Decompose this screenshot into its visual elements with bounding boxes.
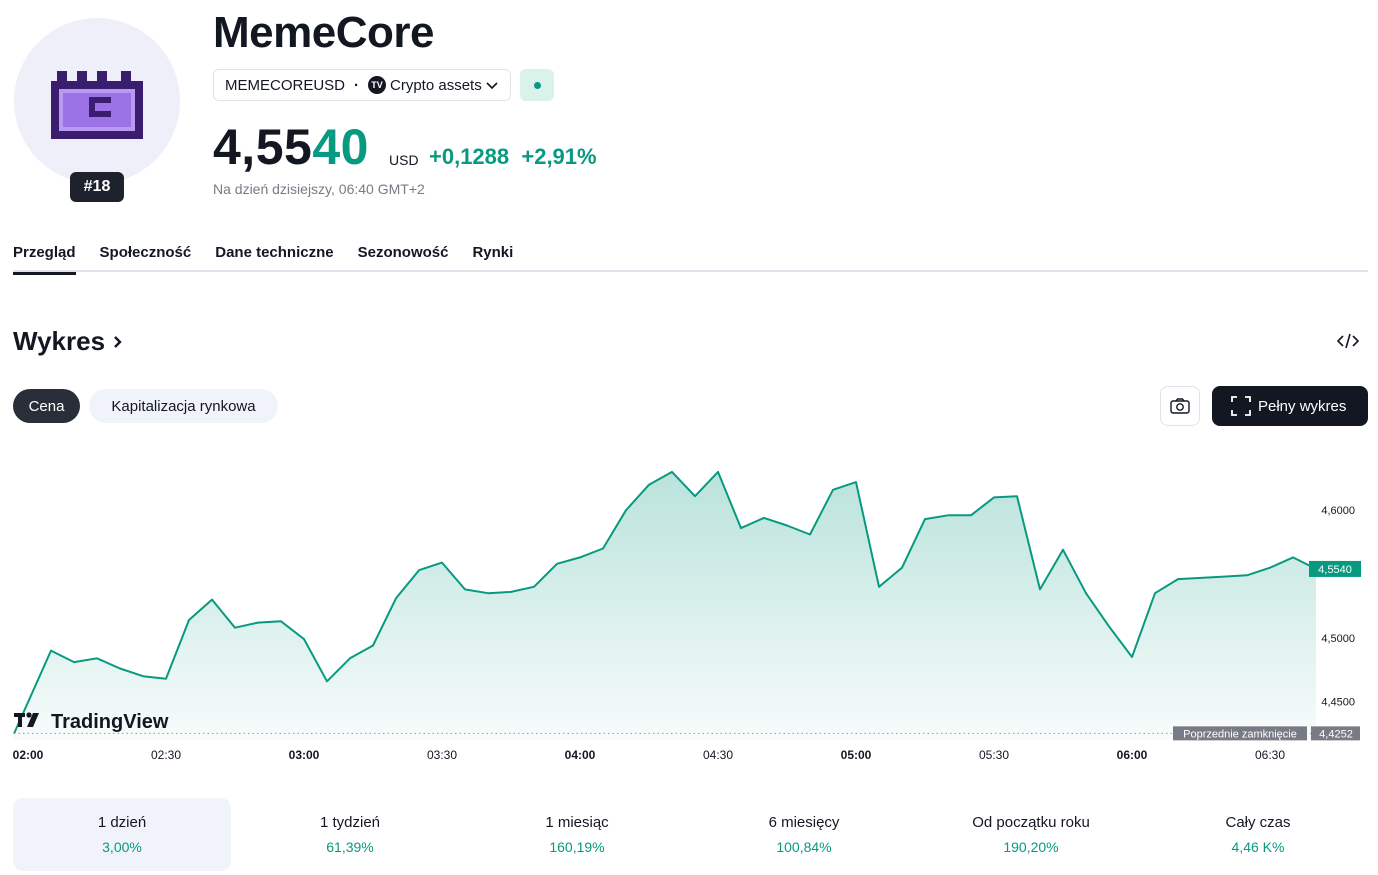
price-change: +0,1288 +2,91% xyxy=(429,144,597,169)
x-tick-label: 04:30 xyxy=(703,748,733,762)
price-area-fill xyxy=(14,471,1316,740)
tab-markets[interactable]: Rynki xyxy=(472,244,514,261)
camera-icon xyxy=(1170,398,1190,414)
perf-value: 160,19% xyxy=(549,839,605,855)
x-tick-label: 02:00 xyxy=(13,748,44,762)
perf-1w[interactable]: 1 tydzień 61,39% xyxy=(241,798,459,871)
perf-value: 190,20% xyxy=(1003,839,1059,855)
tab-community[interactable]: Społeczność xyxy=(99,244,192,261)
full-chart-button[interactable]: Pełny wykres xyxy=(1212,386,1368,426)
tradingview-brand-label: TradingView xyxy=(51,711,169,733)
chart-title-label: Wykres xyxy=(13,326,106,356)
price-line xyxy=(13,470,1317,735)
x-tick-label: 03:00 xyxy=(289,748,320,762)
previous-close-text: Poprzednie zamknięcie xyxy=(1183,728,1297,740)
perf-label: 1 miesiąc xyxy=(545,814,609,831)
y-tick-label: 4,6000 xyxy=(1321,505,1355,517)
chevron-right-icon xyxy=(114,336,122,348)
perf-label: 1 dzień xyxy=(97,814,147,831)
asset-logo xyxy=(14,18,180,184)
perf-label: Cały czas xyxy=(1225,814,1291,831)
chart-section-title[interactable]: Wykres xyxy=(13,326,124,357)
tradingview-logo-icon xyxy=(14,712,39,727)
embed-code-icon[interactable] xyxy=(1337,333,1359,349)
price-currency: USD xyxy=(389,152,419,168)
perf-all[interactable]: Cały czas 4,46 K% xyxy=(1149,798,1367,871)
perf-ytd[interactable]: Od początku roku 190,20% xyxy=(922,798,1140,871)
x-tick-label: 06:00 xyxy=(1117,748,1148,762)
price-value: 4,5540 xyxy=(213,118,369,176)
perf-value: 4,46 K% xyxy=(1231,839,1285,855)
chevron-down-icon xyxy=(486,82,498,90)
market-status-button[interactable] xyxy=(520,69,554,101)
previous-close-value-tag xyxy=(1311,726,1360,741)
price-prefix: 4,55 xyxy=(213,119,313,175)
market-cap-toggle-button[interactable]: Kapitalizacja rynkowa xyxy=(89,389,278,423)
x-tick-label: 03:30 xyxy=(427,748,457,762)
perf-label: Od początku roku xyxy=(972,814,1090,831)
tab-seasonality[interactable]: Sezonowość xyxy=(357,244,449,261)
category-label: Crypto assets xyxy=(390,76,482,94)
perf-1m[interactable]: 1 miesiąc 160,19% xyxy=(468,798,686,871)
y-tick-label: 4,4500 xyxy=(1321,697,1355,709)
perf-value: 100,84% xyxy=(776,839,832,855)
price-chart[interactable]: Poprzednie zamknięcie 4,4252 4,6000 4,5000… xyxy=(0,440,1378,770)
asset-title: MemeCore xyxy=(213,8,434,57)
perf-label: 1 tydzień xyxy=(319,814,381,831)
x-tick-label: 05:00 xyxy=(841,748,872,762)
price-suffix: 40 xyxy=(312,119,369,175)
perf-1d[interactable]: 1 dzień 3,00% xyxy=(13,798,231,871)
memecore-logo-icon xyxy=(51,71,143,139)
tab-overview[interactable]: Przegląd xyxy=(13,244,76,275)
tab-technicals[interactable]: Dane techniczne xyxy=(215,244,334,261)
previous-close-value: 4,4252 xyxy=(1319,728,1353,740)
snapshot-button[interactable] xyxy=(1160,386,1200,426)
separator-dot: · xyxy=(354,76,360,94)
x-tick-label: 04:00 xyxy=(565,748,596,762)
status-dot-icon xyxy=(533,81,541,89)
last-price-tag-label: 4,5540 xyxy=(1318,564,1352,576)
full-chart-label: Pełny wykres xyxy=(1258,397,1347,415)
perf-value: 3,00% xyxy=(102,839,142,855)
x-tick-label: 02:30 xyxy=(151,748,181,762)
tabs-divider xyxy=(13,270,1368,272)
tradingview-watermark[interactable]: TradingView xyxy=(14,711,169,733)
price-toggle-button[interactable]: Cena xyxy=(13,389,80,423)
perf-label: 6 miesięcy xyxy=(768,814,840,831)
section-tabs: Przegląd Społeczność Dane techniczne Sez… xyxy=(13,244,537,275)
rank-badge: #18 xyxy=(70,172,124,202)
perf-6m[interactable]: 6 miesięcy 100,84% xyxy=(695,798,913,871)
symbol-label: MEMECOREUSD xyxy=(225,76,346,94)
x-tick-label: 05:30 xyxy=(979,748,1009,762)
symbol-selector[interactable]: MEMECOREUSD · TV Crypto assets xyxy=(213,69,511,101)
x-tick-label: 06:30 xyxy=(1255,748,1285,762)
previous-close-tag xyxy=(1173,726,1307,741)
y-tick-label: 4,5000 xyxy=(1321,633,1355,645)
price-timestamp: Na dzień dzisiejszy, 06:40 GMT+2 xyxy=(213,181,425,197)
fullscreen-icon xyxy=(1231,396,1251,416)
perf-value: 61,39% xyxy=(326,839,374,855)
tradingview-mini-icon: TV xyxy=(368,76,387,94)
last-price-tag xyxy=(1309,560,1361,577)
